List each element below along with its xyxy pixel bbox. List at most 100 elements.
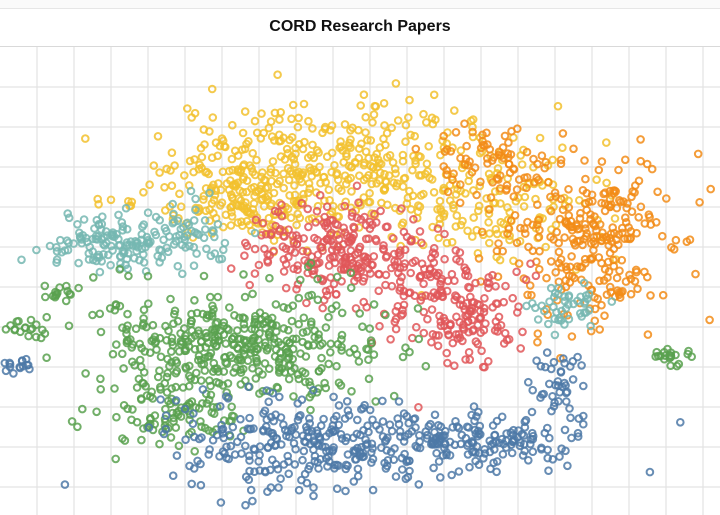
data-point[interactable] <box>412 322 421 332</box>
data-point[interactable] <box>450 361 459 371</box>
data-point[interactable] <box>368 485 378 495</box>
data-point[interactable] <box>359 90 369 100</box>
data-point[interactable] <box>572 236 582 246</box>
data-point[interactable] <box>238 187 248 197</box>
data-point[interactable] <box>430 410 440 420</box>
data-point[interactable] <box>213 292 223 302</box>
data-point[interactable] <box>454 423 464 433</box>
data-point[interactable] <box>306 439 315 449</box>
data-point[interactable] <box>556 194 566 204</box>
data-point[interactable] <box>96 385 105 394</box>
data-point[interactable] <box>169 209 178 219</box>
data-point[interactable] <box>155 258 164 267</box>
data-point[interactable] <box>610 214 620 223</box>
data-point[interactable] <box>279 420 288 430</box>
data-point[interactable] <box>362 173 371 183</box>
data-point[interactable] <box>586 326 596 336</box>
data-point[interactable] <box>349 477 359 486</box>
data-point[interactable] <box>433 224 443 233</box>
data-point[interactable] <box>387 426 397 436</box>
data-point[interactable] <box>308 140 317 150</box>
data-point[interactable] <box>434 331 443 340</box>
data-point[interactable] <box>299 313 309 323</box>
data-point[interactable] <box>131 324 141 334</box>
data-point[interactable] <box>328 427 338 437</box>
data-point[interactable] <box>421 361 431 371</box>
data-point[interactable] <box>533 329 543 339</box>
data-point[interactable] <box>467 298 477 307</box>
data-point[interactable] <box>260 406 270 416</box>
data-point[interactable] <box>621 213 630 222</box>
data-point[interactable] <box>440 229 449 239</box>
data-point[interactable] <box>359 252 368 261</box>
data-point[interactable] <box>186 319 196 329</box>
data-point[interactable] <box>336 245 346 254</box>
data-point[interactable] <box>479 454 488 463</box>
data-point[interactable] <box>400 449 409 459</box>
data-point[interactable] <box>337 330 347 340</box>
data-point[interactable] <box>456 153 465 163</box>
data-point[interactable] <box>436 422 446 432</box>
data-point[interactable] <box>408 191 418 201</box>
data-point[interactable] <box>152 345 161 354</box>
data-point[interactable] <box>177 240 187 250</box>
data-point[interactable] <box>358 322 367 332</box>
data-point[interactable] <box>138 222 147 231</box>
data-point[interactable] <box>270 108 280 118</box>
data-point[interactable] <box>293 370 303 379</box>
data-point[interactable] <box>451 246 461 255</box>
data-point[interactable] <box>398 352 408 362</box>
data-point[interactable] <box>24 331 33 341</box>
data-point[interactable] <box>630 188 639 197</box>
data-point[interactable] <box>281 344 291 354</box>
data-point[interactable] <box>544 178 553 187</box>
data-point[interactable] <box>135 339 144 349</box>
data-point[interactable] <box>304 116 313 126</box>
data-point[interactable] <box>85 242 94 252</box>
data-point[interactable] <box>326 273 335 282</box>
data-point[interactable] <box>327 121 337 130</box>
data-point[interactable] <box>435 219 445 229</box>
data-point[interactable] <box>324 312 333 322</box>
data-point[interactable] <box>605 282 615 292</box>
data-point[interactable] <box>229 368 238 377</box>
data-point[interactable] <box>188 419 198 429</box>
data-point[interactable] <box>487 440 496 450</box>
data-point[interactable] <box>104 250 113 260</box>
data-point[interactable] <box>162 372 172 382</box>
data-point[interactable] <box>172 451 182 460</box>
data-point[interactable] <box>557 263 566 272</box>
data-point[interactable] <box>228 120 237 130</box>
data-point[interactable] <box>451 128 461 137</box>
data-point[interactable] <box>185 156 195 166</box>
data-point[interactable] <box>419 307 429 317</box>
data-point[interactable] <box>338 146 347 155</box>
data-point[interactable] <box>402 411 412 421</box>
data-point[interactable] <box>573 352 582 362</box>
data-point[interactable] <box>326 215 335 225</box>
data-point[interactable] <box>258 168 267 177</box>
data-point[interactable] <box>235 355 245 365</box>
data-point[interactable] <box>561 276 571 285</box>
data-point[interactable] <box>318 303 328 313</box>
data-point[interactable] <box>461 154 471 164</box>
data-point[interactable] <box>258 386 268 396</box>
data-point[interactable] <box>352 181 362 191</box>
data-point[interactable] <box>174 441 184 451</box>
data-point[interactable] <box>401 343 410 353</box>
data-point[interactable] <box>691 269 700 279</box>
data-point[interactable] <box>502 184 511 194</box>
data-point[interactable] <box>12 317 22 326</box>
data-point[interactable] <box>367 439 377 449</box>
data-point[interactable] <box>374 269 383 279</box>
data-point[interactable] <box>443 358 452 368</box>
data-point[interactable] <box>221 358 230 367</box>
data-point[interactable] <box>284 225 293 234</box>
data-point[interactable] <box>595 276 604 286</box>
data-point[interactable] <box>386 335 395 344</box>
data-point[interactable] <box>565 404 574 413</box>
data-point[interactable] <box>99 250 108 259</box>
data-point[interactable] <box>332 484 342 494</box>
data-point[interactable] <box>264 427 273 436</box>
data-point[interactable] <box>577 361 586 370</box>
